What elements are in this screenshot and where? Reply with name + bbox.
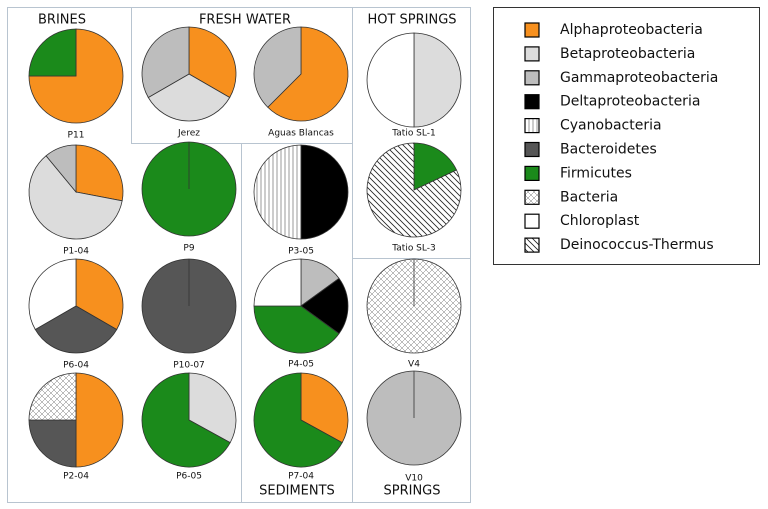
pie-slice <box>413 142 458 191</box>
pie-slice <box>253 258 302 307</box>
pie-label: P7-04 <box>288 472 314 482</box>
panel-borders <box>7 7 471 503</box>
legend-swatch <box>524 213 540 229</box>
panel-title: SEDIMENTS <box>259 484 335 499</box>
pie-slice <box>366 142 462 238</box>
legend-swatch <box>524 141 540 158</box>
pie-slice <box>300 144 349 240</box>
pie-slice <box>28 419 77 468</box>
pie-slice <box>188 372 237 444</box>
pie-label: V10 <box>405 474 423 484</box>
legend-swatch <box>524 165 540 181</box>
legend-label: Bacteria <box>560 189 618 205</box>
legend-swatch <box>524 46 540 62</box>
legend-swatch <box>524 189 540 205</box>
pie-slice <box>300 372 349 444</box>
legend-label: Cyanobacteria <box>560 118 662 134</box>
legend-label: Bacteroidetes <box>560 142 657 158</box>
pie-slice <box>300 277 349 335</box>
pie-label: Jerez <box>177 129 200 139</box>
pie-slice <box>253 372 343 468</box>
pie-slice <box>141 372 231 468</box>
pie-slice <box>141 26 190 99</box>
pie-slice <box>253 26 302 108</box>
legend-swatch <box>524 22 540 38</box>
pie-slice <box>28 28 77 77</box>
pie-label: P6-04 <box>63 361 89 371</box>
pie-slice <box>75 258 124 331</box>
legend-label: Deltaproteobacteria <box>560 94 700 110</box>
pie-label: Aguas Blancas <box>268 129 334 139</box>
pie-label: Tatio SL-3 <box>391 244 435 254</box>
pie-slice <box>147 73 231 122</box>
panel-title: FRESH WATER <box>199 13 291 28</box>
legend-label: Deinococcus-Thermus <box>560 237 714 253</box>
pie-slice <box>253 144 302 240</box>
pie-slice <box>75 144 124 202</box>
pie-slice <box>75 372 124 468</box>
pie-slice <box>366 32 415 128</box>
legend-swatch <box>524 70 540 86</box>
pie-slice <box>188 26 237 99</box>
legend-label: Alphaproteobacteria <box>560 22 703 38</box>
pie-label: V4 <box>408 360 420 370</box>
pie-slice <box>45 144 77 194</box>
legend-label: Chloroplast <box>560 213 640 229</box>
legend-label: Firmicutes <box>560 165 632 181</box>
pie-slice <box>34 305 118 354</box>
pie-label: P10-07 <box>173 361 205 371</box>
pie-label: P1-04 <box>63 247 89 257</box>
pie-label: Tatio SL-1 <box>391 129 435 139</box>
panel-title: BRINES <box>38 13 86 28</box>
pie-slice <box>28 372 77 421</box>
pie-slice <box>267 26 349 122</box>
legend-label: Gammaproteobacteria <box>560 70 718 86</box>
legend-swatch <box>524 94 540 110</box>
pie-slice <box>253 305 340 354</box>
legend-swatch <box>524 117 540 134</box>
pie-label: P2-04 <box>63 472 89 482</box>
panel-title: HOT SPRINGS <box>367 13 456 28</box>
pie-label: P3-05 <box>288 247 314 257</box>
pie-slice <box>28 155 123 240</box>
pie-label: P11 <box>68 131 85 141</box>
legend-label: Betaproteobacteria <box>560 46 695 62</box>
panel-title: SPRINGS <box>383 484 440 499</box>
pie-slice <box>413 32 462 128</box>
pie-slice <box>28 258 77 331</box>
pie-label: P9 <box>183 244 194 254</box>
legend-swatch <box>524 237 540 253</box>
pie-label: P6-05 <box>176 472 202 482</box>
pie-label: P4-05 <box>288 360 314 370</box>
